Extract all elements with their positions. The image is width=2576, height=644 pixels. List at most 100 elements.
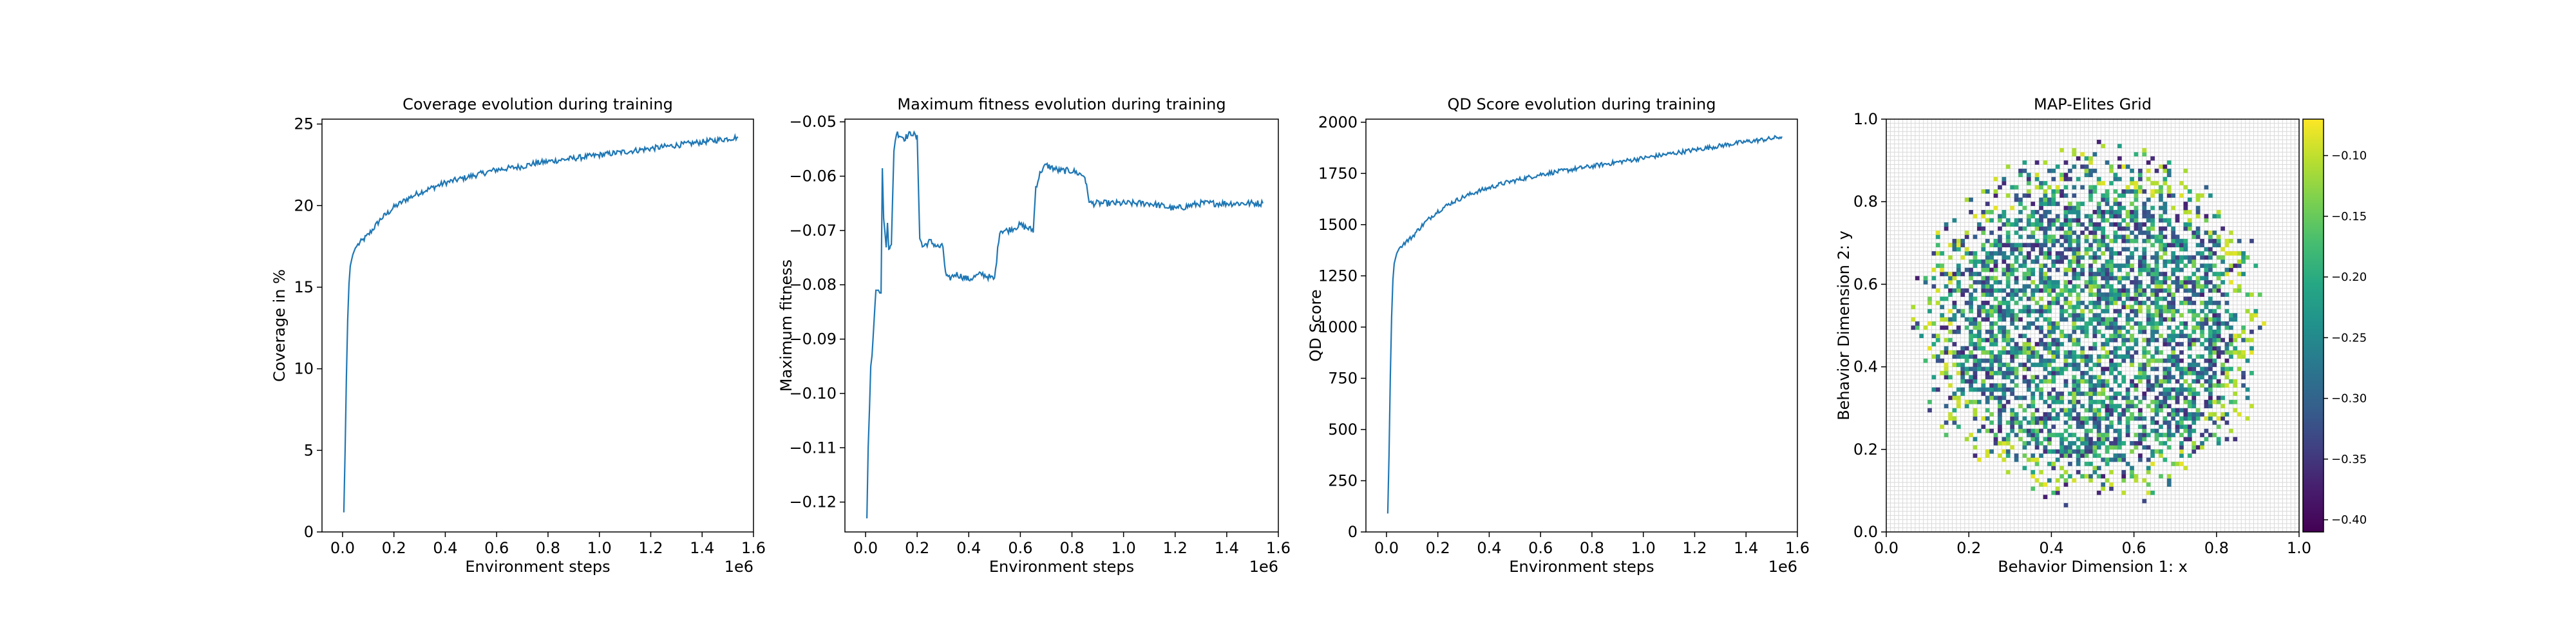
map-elites-cell [2072, 375, 2077, 380]
map-elites-cell [2117, 313, 2122, 317]
map-elites-cell [2088, 462, 2093, 466]
map-elites-cell [2175, 366, 2180, 372]
map-elites-cell [1952, 305, 1957, 310]
map-elites-cell [2063, 379, 2069, 384]
map-elites-cell [1973, 358, 1978, 363]
map-elites-cell [2105, 301, 2110, 305]
map-elites-cell [2134, 226, 2139, 231]
map-elites-cell [1977, 337, 1982, 343]
map-elites-cell [1960, 371, 1965, 375]
max-fitness-chart-xtick-label: 1.6 [1266, 539, 1291, 557]
map-elites-cell [2051, 342, 2056, 346]
map-elites-cell [2125, 292, 2130, 297]
map-elites-cell [2088, 416, 2093, 421]
map-elites-cell [1989, 449, 1994, 454]
map-elites-cell [1989, 218, 1994, 223]
map-elites-cell [2208, 231, 2213, 235]
map-elites-cell [2076, 296, 2081, 301]
map-elites-cell [2034, 433, 2040, 437]
map-elites-cell [1985, 428, 1990, 433]
map-elites-cell [2204, 379, 2209, 384]
map-elites-cell [2146, 176, 2151, 182]
coverage-chart-xtick-label: 0.8 [536, 539, 560, 557]
map-elites-cell [1960, 387, 1965, 392]
map-elites-cell [2166, 482, 2172, 487]
map-elites-cell [2142, 251, 2147, 256]
qd-score-chart-xtick-label: 1.0 [1631, 539, 1656, 557]
map-elites-cell [2166, 243, 2172, 248]
map-elites-cell [2105, 267, 2110, 272]
map-elites-cell [2034, 342, 2040, 346]
map-elites-cell [2187, 301, 2192, 305]
map-elites-cell [2039, 272, 2043, 276]
map-elites-cell [1960, 375, 1965, 380]
map-elites-cell [2121, 276, 2126, 281]
map-elites-cell [1993, 263, 1998, 269]
map-elites-cell [2051, 329, 2056, 334]
map-elites-cell [2117, 193, 2122, 198]
map-elites-cell [2216, 272, 2221, 276]
map-elites-cell [2117, 325, 2122, 330]
max-fitness-chart-title: Maximum fitness evolution during trainin… [897, 95, 1226, 113]
map-elites-cell [2047, 358, 2052, 363]
map-elites-cell [2014, 218, 2019, 223]
map-elites-cell [2200, 375, 2204, 380]
map-elites-cell [2159, 313, 2163, 317]
map-elites-cell [1911, 325, 1916, 330]
map-elites-cell [2076, 379, 2081, 384]
map-elites-cell [2183, 416, 2188, 421]
map-elites-cell [2212, 288, 2217, 293]
map-elites-cell [2216, 399, 2221, 404]
map-elites-cell [2034, 238, 2040, 243]
map-elites-cell [2159, 383, 2163, 388]
map-elites-cell [2010, 288, 2015, 293]
map-elites-cell [2171, 317, 2175, 322]
map-elites-cell [2208, 325, 2213, 330]
map-elites-cell [2101, 144, 2106, 149]
map-elites-cell [2092, 234, 2098, 240]
map-elites-cell [2055, 189, 2060, 194]
qd-score-chart-ytick-label: 0 [1348, 523, 1358, 541]
map-elites-cell [2072, 276, 2077, 281]
map-elites-cell [2183, 321, 2188, 326]
map-elites-cell [2163, 276, 2168, 281]
map-elites-cell [2150, 321, 2155, 326]
coverage-chart-xtick-label: 1.6 [741, 539, 766, 557]
map-elites-cell [2034, 210, 2040, 214]
map-elites-cell [2171, 193, 2175, 198]
map-elites-cell [2076, 449, 2081, 454]
map-elites-cell [2043, 251, 2048, 256]
map-elites-cell [2166, 334, 2172, 339]
map-elites-cell [2043, 495, 2048, 500]
map-elites-cell [2055, 416, 2060, 421]
map-elites-cell [2245, 308, 2250, 314]
map-elites-cell [2204, 255, 2209, 260]
map-elites-cell [2005, 433, 2011, 437]
map-elites-cell [2084, 449, 2089, 454]
map-elites-cell [2187, 404, 2192, 408]
map-elites-cell [1969, 321, 1973, 326]
map-elites-cell [2080, 350, 2085, 355]
map-elites-cell [2096, 428, 2101, 433]
map-elites-cell [2175, 263, 2180, 269]
map-elites-cell [2034, 354, 2040, 359]
map-elites-cell [2175, 462, 2180, 466]
map-elites-cell [2125, 259, 2130, 264]
map-elites-cell [2005, 255, 2011, 260]
map-elites-cell [1923, 358, 1928, 363]
map-elites-cell [2166, 412, 2172, 417]
map-elites-cell [2105, 218, 2110, 223]
map-elites-cell [1948, 317, 1953, 322]
qd-score-chart-ytick-label: 1250 [1318, 267, 1358, 285]
map-elites-cell [2245, 292, 2250, 297]
map-elites-cell [2142, 354, 2147, 359]
map-elites-cell [2060, 437, 2064, 442]
map-elites-cell [2039, 181, 2043, 185]
map-elites-cell [2212, 251, 2217, 256]
map-elites-cell [2216, 288, 2221, 293]
map-elites-cell [2229, 279, 2233, 285]
map-elites-cell [2179, 392, 2184, 396]
map-elites-cell [2130, 279, 2134, 285]
map-elites-cell [2159, 231, 2163, 235]
map-elites-cell [2076, 392, 2081, 396]
